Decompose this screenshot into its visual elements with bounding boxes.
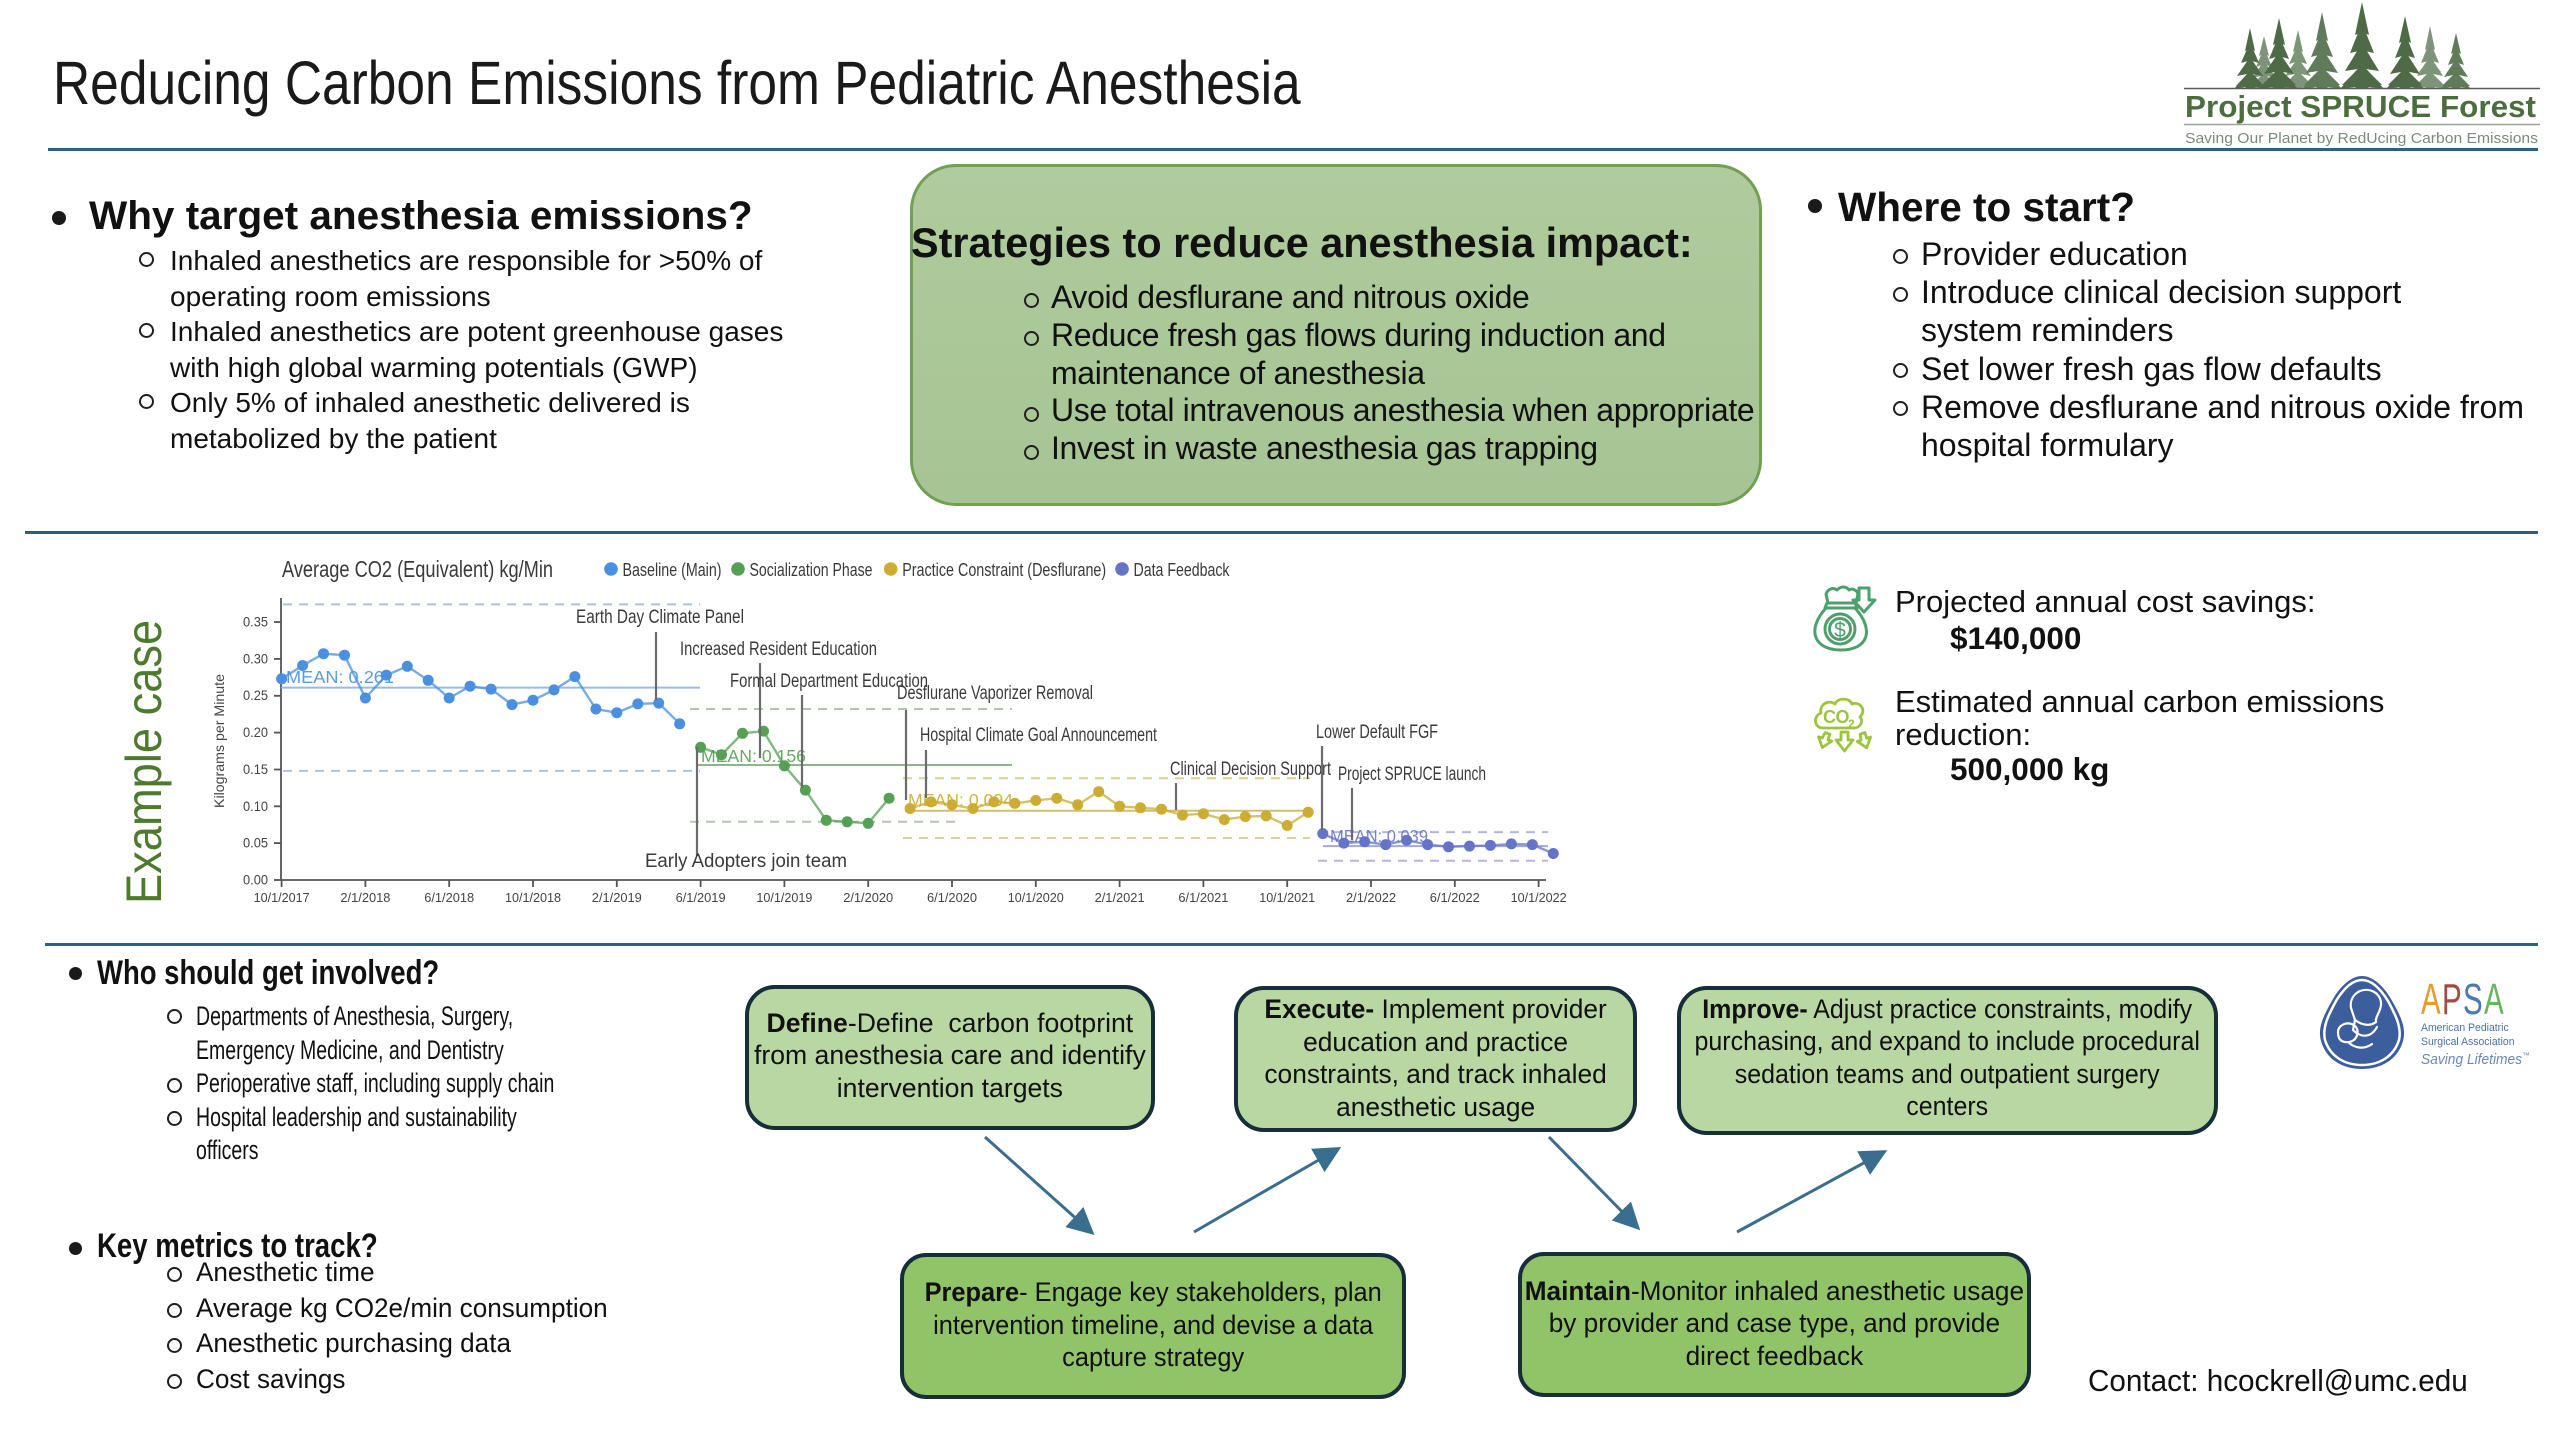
svg-text:Data Feedback: Data Feedback xyxy=(1134,560,1231,580)
svg-text:Practice Constraint (Desfluran: Practice Constraint (Desflurane) xyxy=(902,560,1106,580)
svg-text:Lower Default FGF: Lower Default FGF xyxy=(1316,722,1438,743)
svg-text:6/1/2020: 6/1/2020 xyxy=(927,890,977,905)
svg-text:2/1/2018: 2/1/2018 xyxy=(340,890,390,905)
svg-text:Socialization Phase: Socialization Phase xyxy=(750,560,873,580)
svg-text:$: $ xyxy=(1834,619,1846,642)
svg-text:CO: CO xyxy=(1823,707,1849,727)
svg-text:Hospital Climate Goal Announce: Hospital Climate Goal Announcement xyxy=(920,725,1158,746)
svg-text:6/1/2018: 6/1/2018 xyxy=(424,890,474,905)
svg-text:MEAN: 0.261: MEAN: 0.261 xyxy=(286,667,394,687)
svg-text:Early Adopters join team: Early Adopters join team xyxy=(645,851,847,872)
svg-text:Increased Resident Education: Increased Resident Education xyxy=(680,639,877,660)
svg-text:0.15: 0.15 xyxy=(243,762,268,777)
svg-text:Project SPRUCE Forest: Project SPRUCE Forest xyxy=(2185,89,2536,124)
svg-text:10/1/2017: 10/1/2017 xyxy=(254,890,310,905)
svg-text:10/1/2019: 10/1/2019 xyxy=(756,890,812,905)
svg-text:Formal Department Education: Formal Department Education xyxy=(730,671,928,692)
svg-text:0.20: 0.20 xyxy=(243,725,268,740)
svg-text:Average CO2 (Equivalent) kg/Mi: Average CO2 (Equivalent) kg/Min xyxy=(282,556,553,582)
svg-text:Desflurane Vaporizer Removal: Desflurane Vaporizer Removal xyxy=(897,683,1093,704)
svg-text:Saving Our Planet by RedUcing: Saving Our Planet by RedUcing Carbon Emi… xyxy=(2185,130,2538,147)
svg-text:0.05: 0.05 xyxy=(243,836,268,851)
svg-text:0.25: 0.25 xyxy=(243,688,268,703)
svg-text:6/1/2022: 6/1/2022 xyxy=(1430,890,1480,905)
svg-text:2/1/2022: 2/1/2022 xyxy=(1346,890,1396,905)
svg-text:Earth Day Climate Panel: Earth Day Climate Panel xyxy=(576,607,744,628)
svg-text:10/1/2021: 10/1/2021 xyxy=(1259,890,1315,905)
svg-text:2/1/2021: 2/1/2021 xyxy=(1095,890,1145,905)
svg-text:MEAN: 0.094: MEAN: 0.094 xyxy=(908,790,1013,810)
svg-text:0.00: 0.00 xyxy=(243,873,268,888)
svg-text:10/1/2022: 10/1/2022 xyxy=(1511,890,1567,905)
svg-text:MEAN: 0.039: MEAN: 0.039 xyxy=(1330,826,1428,846)
svg-text:Clinical Decision Support: Clinical Decision Support xyxy=(1170,759,1332,780)
svg-text:Project SPRUCE launch: Project SPRUCE launch xyxy=(1338,764,1486,785)
svg-text:Baseline (Main): Baseline (Main) xyxy=(623,560,722,580)
svg-text:0.35: 0.35 xyxy=(243,615,268,630)
svg-text:10/1/2020: 10/1/2020 xyxy=(1008,890,1064,905)
svg-text:Kilograms per Minute: Kilograms per Minute xyxy=(211,674,227,808)
svg-text:2/1/2019: 2/1/2019 xyxy=(592,890,642,905)
svg-text:0.30: 0.30 xyxy=(243,651,268,666)
svg-text:6/1/2019: 6/1/2019 xyxy=(676,890,726,905)
svg-text:0.10: 0.10 xyxy=(243,799,268,814)
svg-text:10/1/2018: 10/1/2018 xyxy=(505,890,561,905)
svg-text:2: 2 xyxy=(1848,717,1855,731)
svg-text:MEAN: 0.156: MEAN: 0.156 xyxy=(701,746,806,766)
svg-text:6/1/2021: 6/1/2021 xyxy=(1178,890,1228,905)
svg-text:2/1/2020: 2/1/2020 xyxy=(843,890,893,905)
